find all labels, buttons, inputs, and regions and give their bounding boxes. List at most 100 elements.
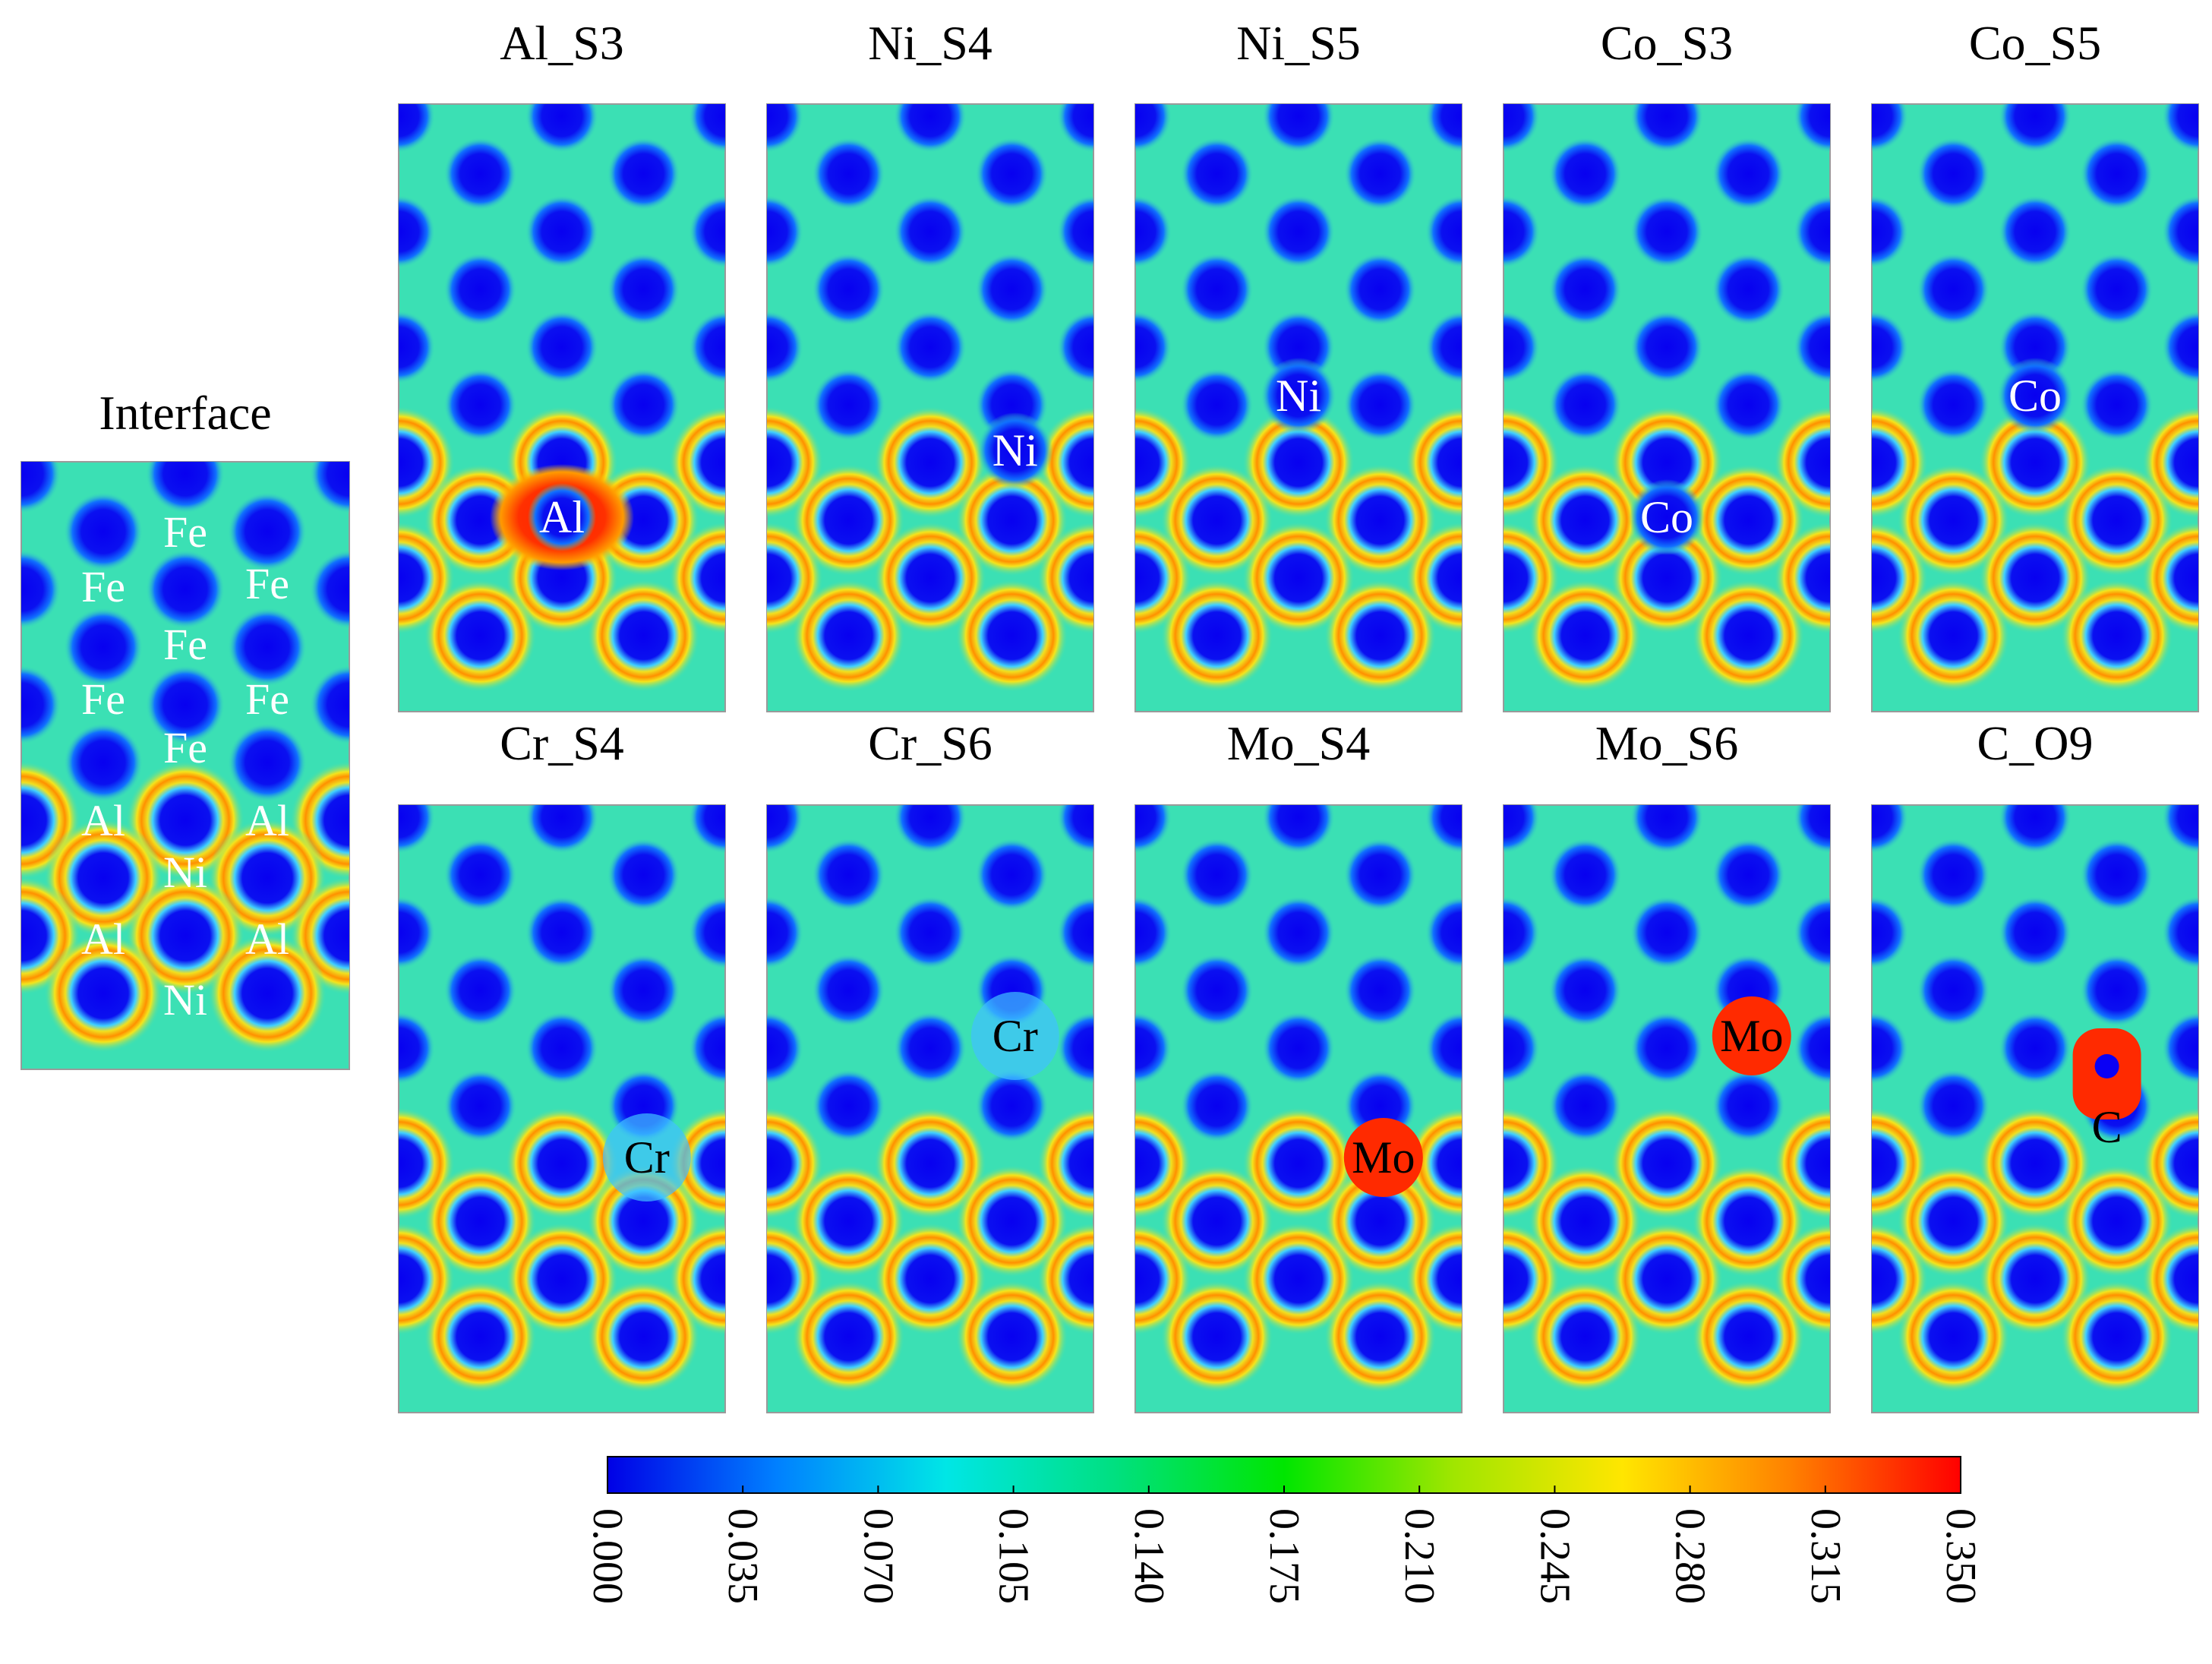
panel-9 xyxy=(1871,804,2199,1413)
atom xyxy=(1504,1012,1540,1085)
interface-label-1: Fe xyxy=(81,562,125,611)
ring-atom xyxy=(1529,579,1642,692)
atom xyxy=(525,311,598,384)
interface-label-7: Al xyxy=(81,796,125,845)
atom xyxy=(812,368,885,441)
atom xyxy=(1343,954,1417,1027)
atom xyxy=(767,311,803,384)
ring-atom xyxy=(1611,522,1723,634)
atom xyxy=(607,137,680,210)
panel-7 xyxy=(1134,804,1463,1413)
ring-atom xyxy=(208,934,327,1053)
ring-atom xyxy=(126,761,245,879)
ring-atom xyxy=(1160,1165,1273,1277)
atom xyxy=(767,1012,803,1085)
ring-atom xyxy=(424,1165,537,1277)
ring-atom xyxy=(2060,579,2173,692)
panel-label-1: Ni xyxy=(992,425,1038,475)
atom xyxy=(1057,805,1093,854)
ring-atom xyxy=(2060,1280,2173,1393)
atom xyxy=(2162,311,2198,384)
atom xyxy=(1999,195,2072,268)
atom xyxy=(1504,805,1540,854)
atom xyxy=(1135,1012,1172,1085)
panel-title-2: Ni_S5 xyxy=(1236,16,1361,70)
panel-title-8: Mo_S6 xyxy=(1595,716,1739,770)
atom xyxy=(1135,195,1172,268)
density-map xyxy=(21,462,349,1053)
atom xyxy=(399,1012,435,1085)
ring-atom xyxy=(1897,1165,2010,1277)
atom xyxy=(607,838,680,911)
colorbar-tick-label-6: 0.210 xyxy=(1396,1508,1443,1604)
atom xyxy=(689,195,725,268)
atom xyxy=(1425,896,1462,969)
density-map xyxy=(1504,805,1830,1393)
atom xyxy=(2162,195,2198,268)
ring-atom xyxy=(792,1280,905,1393)
interface-panel xyxy=(21,461,350,1070)
atom xyxy=(1180,954,1254,1027)
atom xyxy=(146,665,225,744)
atom xyxy=(812,954,885,1027)
atom xyxy=(1999,1012,2072,1085)
atom xyxy=(2080,838,2154,911)
ring-atom xyxy=(874,522,986,634)
atom xyxy=(1135,896,1172,969)
interface-title: Interface xyxy=(99,386,271,440)
density-map xyxy=(1872,104,2198,692)
ring-atom xyxy=(506,1107,618,1220)
interface-label-2: Fe xyxy=(245,559,289,608)
hot-region xyxy=(1343,1118,1423,1197)
colorbar-tick-label-0: 0.000 xyxy=(584,1508,631,1604)
atom xyxy=(1057,311,1093,384)
atom xyxy=(310,550,349,629)
atom xyxy=(443,137,517,210)
atom xyxy=(1999,896,2072,969)
interface-label-6: Fe xyxy=(163,723,207,772)
panel-label-7: Mo xyxy=(1352,1132,1415,1182)
ring-atom xyxy=(1324,1165,1437,1277)
atom xyxy=(1504,311,1540,384)
atom xyxy=(443,838,517,911)
dopant-site xyxy=(528,483,596,551)
atom xyxy=(525,805,598,854)
atom xyxy=(1057,104,1093,153)
ring-atom xyxy=(1242,522,1355,634)
ring-atom xyxy=(792,579,905,692)
colorbar-tick-label-3: 0.105 xyxy=(990,1508,1037,1604)
atom xyxy=(894,311,967,384)
atom xyxy=(1548,253,1622,326)
atom xyxy=(1343,368,1417,441)
atom xyxy=(1712,838,1785,911)
atom xyxy=(1262,896,1335,969)
ring-atom xyxy=(44,934,163,1053)
ring-atom xyxy=(126,876,245,995)
panel-label-5: Cr xyxy=(624,1132,670,1182)
atom xyxy=(1630,195,1703,268)
atom xyxy=(1872,896,1908,969)
atom xyxy=(228,492,307,571)
interface-label-10: Al xyxy=(81,914,125,964)
atom xyxy=(1057,896,1093,969)
density-map xyxy=(1504,104,1830,692)
atom xyxy=(1872,805,1908,854)
atom xyxy=(1712,253,1785,326)
atom xyxy=(1794,104,1830,153)
panel-title-5: Cr_S4 xyxy=(500,716,624,770)
density-map xyxy=(399,805,725,1393)
ring-atom xyxy=(1979,522,2091,634)
colorbar-tick-label-4: 0.140 xyxy=(1125,1508,1172,1604)
atom xyxy=(767,104,803,153)
dopant-site xyxy=(2094,1054,2119,1078)
panel-label-6: Cr xyxy=(992,1011,1038,1061)
panel-0 xyxy=(398,103,726,712)
atom xyxy=(1057,1012,1093,1085)
atom xyxy=(1262,195,1335,268)
panel-title-6: Cr_S6 xyxy=(868,716,992,770)
atom xyxy=(1262,805,1335,854)
ring-atom xyxy=(955,1165,1068,1277)
atom xyxy=(1630,805,1703,854)
atom xyxy=(1712,1069,1785,1142)
panel-title-7: Mo_S4 xyxy=(1227,716,1371,770)
